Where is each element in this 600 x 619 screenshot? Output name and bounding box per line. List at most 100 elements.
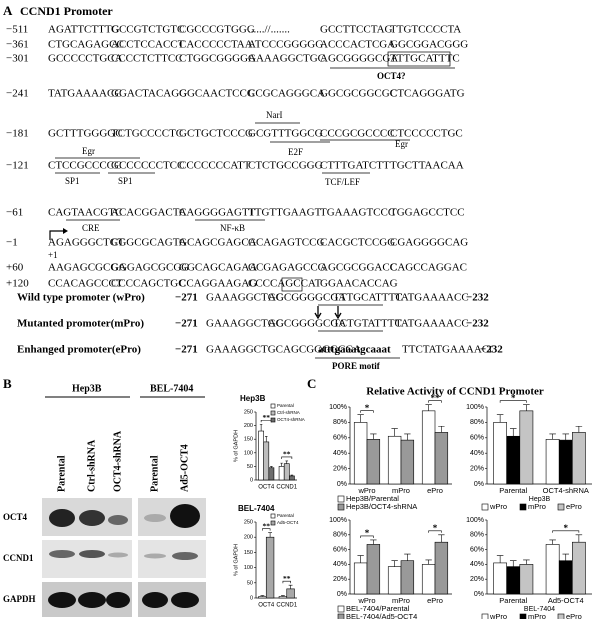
position: −511 bbox=[6, 24, 28, 36]
bar bbox=[268, 467, 275, 481]
bar bbox=[421, 564, 436, 595]
error-bar bbox=[496, 414, 504, 423]
legend-swatch bbox=[519, 503, 527, 511]
error-bar bbox=[280, 595, 285, 597]
sequence: TATGAAAACC bbox=[48, 88, 122, 100]
bar bbox=[286, 588, 295, 599]
sequence: GGCAACTCCG bbox=[179, 88, 255, 100]
position: +120 bbox=[6, 278, 29, 290]
panel-label: C bbox=[307, 376, 316, 391]
error-bar bbox=[288, 584, 293, 589]
blot-images bbox=[42, 498, 206, 617]
y-tick-label: 80% bbox=[333, 532, 347, 539]
error-bar bbox=[425, 404, 432, 411]
annotation: OCT4? bbox=[377, 71, 406, 81]
y-tick-label: 80% bbox=[333, 419, 347, 426]
sequence: CCCGCGCCCC bbox=[320, 128, 395, 140]
box bbox=[281, 277, 303, 292]
bar bbox=[353, 562, 368, 595]
y-tick-label: 60% bbox=[333, 546, 347, 553]
sequence: TCTGCCCCTC bbox=[111, 128, 183, 140]
x-label: BEL-7404 bbox=[524, 606, 555, 613]
sequence: TTGTTGAAGT bbox=[248, 207, 322, 219]
significance-bracket bbox=[281, 456, 293, 459]
y-tick-label: 20% bbox=[333, 576, 347, 583]
sequence: GAAAGGCTGC bbox=[248, 53, 325, 65]
y-tick-label: 100% bbox=[466, 404, 484, 411]
sequence: CGGCGCAGTA bbox=[111, 237, 187, 249]
legend-swatch bbox=[337, 495, 345, 503]
lane-label: Ctrl-shRNA bbox=[86, 439, 97, 492]
x-tick-label: ePro bbox=[427, 486, 443, 495]
sequence: GCCTTCCTAG bbox=[320, 24, 393, 36]
error-bar bbox=[438, 425, 445, 433]
position: −361 bbox=[6, 39, 29, 51]
x-tick-label: OCT4 bbox=[258, 603, 275, 609]
legend-swatch bbox=[481, 613, 489, 619]
y-tick-label: 0 bbox=[250, 595, 253, 601]
error-bar bbox=[562, 553, 570, 561]
legend-swatch bbox=[519, 613, 527, 619]
sequence: TTTGCATTTC bbox=[390, 53, 460, 65]
x-tick-label: ePro bbox=[427, 596, 443, 605]
sequence: CAGTAACGTC bbox=[48, 207, 122, 219]
legend-label: wPro bbox=[489, 502, 507, 511]
significance-bracket bbox=[552, 530, 580, 533]
sequence: TATGAAAACC bbox=[395, 318, 469, 330]
promoter-name: Mutanted promoter(mPro) bbox=[17, 318, 144, 330]
legend-label: Ctrl-shRNA bbox=[277, 410, 300, 415]
sequence: CCGCAGGGCA bbox=[248, 88, 325, 100]
bar bbox=[493, 422, 507, 485]
sequence: GGAACACCAG bbox=[320, 278, 398, 290]
bar bbox=[353, 422, 368, 485]
x-label: Hep3B bbox=[529, 496, 551, 503]
legend-label: Hep3B/Parental bbox=[346, 494, 399, 503]
error-bar bbox=[285, 460, 289, 464]
lane-label: Parental bbox=[56, 455, 67, 492]
legend-label: OCT4-shRNA bbox=[277, 417, 305, 422]
position: −121 bbox=[6, 160, 29, 172]
error-bar bbox=[357, 555, 364, 563]
sequence: GGCAGCAGAA bbox=[179, 262, 257, 274]
position: −301 bbox=[6, 53, 29, 65]
bar bbox=[387, 435, 402, 485]
blot-label: OCT4 bbox=[3, 512, 28, 522]
significance: ** bbox=[431, 393, 441, 403]
error-bar bbox=[404, 433, 411, 441]
error-bar bbox=[264, 436, 268, 442]
sequence: GCGTTTGGCG bbox=[248, 128, 323, 140]
x-tick-label: Parental bbox=[499, 596, 527, 605]
y-label: % of GAPDH bbox=[233, 430, 239, 462]
legend-label: Parental bbox=[277, 513, 294, 518]
sequence: AGAGGGCTGT bbox=[48, 237, 125, 249]
sequence: ACCTCCACCT bbox=[111, 39, 185, 51]
significance: * bbox=[365, 528, 370, 538]
legend-swatch bbox=[270, 403, 276, 409]
legend-label: Ad5-OCT4 bbox=[277, 520, 299, 525]
significance: ** bbox=[283, 450, 291, 459]
blot-label: GAPDH bbox=[3, 594, 36, 604]
significance-bracket bbox=[360, 535, 374, 538]
panel-title: Relative Activity of CCND1 Promoter bbox=[366, 386, 544, 398]
error-bar bbox=[509, 560, 517, 567]
sequence: CTGGCGGGGA bbox=[179, 53, 256, 65]
x-tick-label: Parental bbox=[499, 486, 527, 495]
position: −271 bbox=[175, 344, 198, 356]
position: −232 bbox=[466, 318, 489, 330]
sequence: TGGAGCCTCC bbox=[390, 207, 465, 219]
motif-label: PORE motif bbox=[332, 361, 381, 371]
bar bbox=[572, 541, 586, 595]
sequence: atttgaaatgcaaat bbox=[318, 344, 391, 356]
significance: * bbox=[433, 523, 438, 533]
sequence: CTCAGGGATG bbox=[390, 88, 465, 100]
sequence: AGATTCTTTG bbox=[48, 24, 120, 36]
bar bbox=[434, 541, 449, 595]
x-tick-label: OCT4-shRNA bbox=[543, 486, 589, 495]
error-bar bbox=[268, 532, 273, 538]
error-bar bbox=[280, 462, 283, 467]
significance-bracket bbox=[282, 580, 291, 584]
sequence: GCCCCCTGCA bbox=[48, 53, 123, 65]
position: +60 bbox=[6, 262, 24, 274]
bar bbox=[506, 435, 521, 485]
sequence: GCTGCTCCCG bbox=[179, 128, 253, 140]
